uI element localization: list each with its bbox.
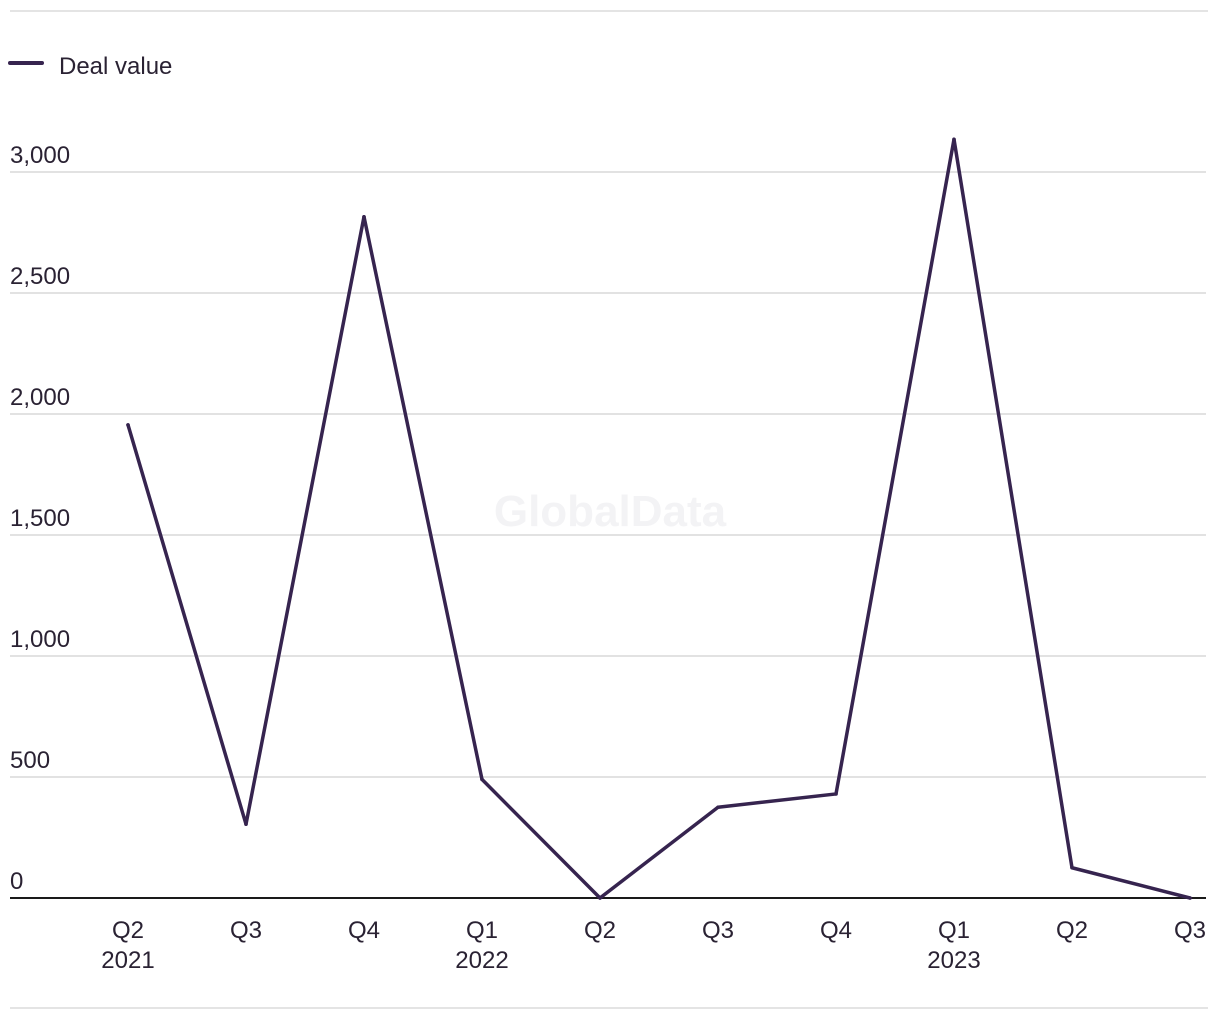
- x-tick-quarter-label: Q2: [1056, 917, 1088, 944]
- data-point: [598, 896, 602, 900]
- x-tick-quarter-label: Q3: [230, 917, 262, 944]
- data-point: [952, 137, 956, 142]
- data-point: [716, 805, 720, 810]
- y-tick-label: 0: [10, 868, 23, 895]
- data-point: [126, 423, 130, 427]
- x-tick-year-label: 2022: [455, 947, 508, 974]
- data-point: [834, 792, 838, 796]
- legend: Deal value: [8, 53, 172, 80]
- data-point: [480, 777, 484, 782]
- series-line-deal-value: [126, 137, 1192, 900]
- x-tick-year-label: 2023: [927, 947, 980, 974]
- legend-label: Deal value: [59, 53, 172, 80]
- x-axis-tick-labels: Q2 2021 Q3 Q4 Q1 2022 Q2 Q3 Q4 Q1 2023 Q2 Q3: [101, 917, 1206, 974]
- y-tick-label: 500: [10, 747, 50, 774]
- x-tick-quarter-label: Q4: [348, 917, 380, 944]
- gridlines: [10, 171, 1206, 778]
- data-point: [362, 214, 366, 219]
- series-deal-value: [126, 137, 1192, 900]
- x-tick-quarter-label: Q1: [466, 917, 498, 944]
- x-tick-quarter-label: Q3: [1174, 917, 1206, 944]
- y-tick-label: 2,000: [10, 384, 70, 411]
- y-axis-tick-labels: 0 500 1,000 1,500 2,000 2,500 3,000: [10, 142, 70, 895]
- x-tick-quarter-label: Q2: [112, 917, 144, 944]
- y-tick-label: 2,500: [10, 263, 70, 290]
- y-tick-label: 1,500: [10, 505, 70, 532]
- y-tick-label: 1,000: [10, 626, 70, 653]
- x-tick-quarter-label: Q4: [820, 917, 852, 944]
- x-tick-quarter-label: Q3: [702, 917, 734, 944]
- x-tick-quarter-label: Q2: [584, 917, 616, 944]
- data-point: [244, 822, 248, 826]
- data-point: [1188, 896, 1192, 900]
- y-tick-label: 3,000: [10, 142, 70, 169]
- data-point: [1070, 865, 1074, 870]
- watermark: GlobalData: [494, 487, 727, 536]
- x-tick-year-label: 2021: [101, 947, 154, 974]
- x-tick-quarter-label: Q1: [938, 917, 970, 944]
